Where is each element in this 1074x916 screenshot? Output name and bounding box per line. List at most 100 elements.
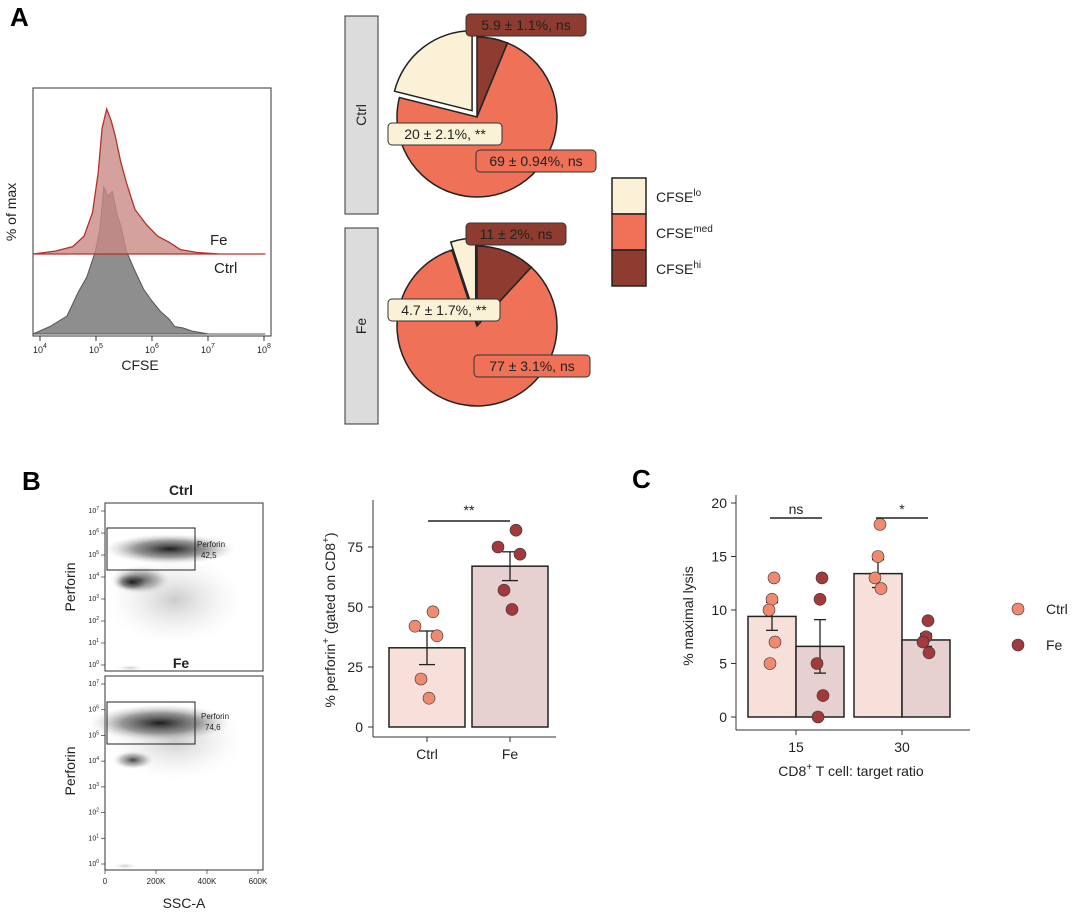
flow-x-label: SSC-A (163, 895, 206, 911)
lysis-point (810, 657, 824, 670)
lysis-y-tick-label: 0 (719, 709, 727, 725)
lysis-point (871, 550, 885, 563)
lysis-point (762, 603, 776, 617)
pie-fe-hi-label: 11 ± 2%, ns (480, 226, 553, 242)
flow-y-tick-label: 106 (88, 528, 99, 537)
lysis-bar-ctrl-30 (853, 572, 903, 718)
lysis-point (816, 689, 830, 702)
perforin-y-tick-label: 25 (347, 659, 363, 675)
fe-histogram-area (32, 106, 266, 255)
perforin-point (426, 605, 440, 619)
lysis-point (874, 582, 888, 595)
legend-label-med: CFSEmed (656, 224, 713, 241)
flow-y-ticks-ctrl: 100 101 102 103 104 105 106 107 (88, 506, 105, 669)
lysis-y-tick-label: 20 (711, 495, 727, 511)
perforin-point (505, 603, 519, 616)
perforin-y-label: % perforin+ (gated on CD8+) (321, 532, 338, 707)
perforin-y-tick-label: 50 (347, 599, 363, 615)
lysis-y-label: % maximal lysis (680, 566, 696, 666)
flow-gate-label-fe: Perforin (201, 712, 229, 721)
flow-y-label-fe: Perforin (62, 746, 78, 795)
facet-label-fe: Fe (353, 318, 369, 335)
perforin-point (422, 691, 436, 705)
pie-ctrl-med-label: 69 ± 0.94%, ns (489, 153, 582, 169)
lysis-x-ticks: 15 30 (788, 730, 910, 755)
flow-gate-label-ctrl: Perforin (197, 540, 225, 549)
perforin-y-tick-label: 75 (347, 539, 363, 555)
lysis-y-tick-label: 15 (711, 549, 727, 565)
histogram-y-label: % of max (3, 183, 19, 241)
fe-series-label: Fe (210, 232, 228, 249)
perforin-point (491, 540, 505, 554)
flow-y-tick-label: 100 (88, 859, 99, 868)
flow-y-tick-label: 104 (88, 756, 99, 765)
perforin-flow-plots: Ctrl Perforin 42,5 Perforin 100 101 102 103… (62, 482, 268, 911)
flow-title-fe: Fe (173, 655, 190, 671)
panel-letter-b: B (22, 466, 41, 496)
pie-ctrl-med-label-box (475, 149, 597, 173)
lysis-point (767, 571, 781, 585)
legend-swatch-hi (611, 249, 647, 287)
pie-fe-lo-label: 4.7 ± 1.7%, ** (401, 302, 487, 318)
lysis-y-tick-label: 10 (711, 602, 727, 618)
flow-y-tick-label: 104 (88, 572, 99, 581)
pie-ctrl-hi-label: 5.9 ± 1.1%, ns (481, 17, 570, 33)
legend-label-lo: CFSElo (656, 188, 702, 205)
flow-x-tick-label: 400K (198, 877, 217, 886)
perforin-point (430, 629, 444, 643)
pie-fe (396, 237, 558, 407)
histogram-x-tick-label: 106 (145, 343, 159, 355)
lysis-significance-15: ns (789, 501, 804, 517)
perforin-bar-chart: 0 25 50 75 Ctrl Fe ** % perforin+ (gated on … (321, 500, 556, 762)
pie-fe-hi-label-box (465, 222, 567, 246)
lysis-point (768, 635, 782, 649)
lysis-significance-30: * (899, 501, 905, 517)
pie-fe-lo-label-box (387, 298, 501, 322)
flow-density-ctrl (105, 534, 243, 671)
flow-x-tick-label: 200K (147, 877, 166, 886)
lysis-point (811, 710, 825, 724)
perforin-point (509, 523, 523, 537)
histogram-x-tick-label: 104 (33, 343, 47, 355)
lysis-x-tick-label: 30 (894, 739, 910, 755)
flow-y-tick-label: 105 (88, 550, 99, 559)
perforin-x-ticks: Ctrl Fe (416, 737, 518, 762)
legend-label-fe: Fe (1046, 637, 1063, 653)
flow-y-tick-label: 103 (88, 782, 99, 791)
lysis-point (763, 657, 777, 670)
lysis-point (815, 571, 829, 585)
lysis-x-label: CD8+ T cell: target ratio (778, 762, 924, 779)
panel-letter-a: A (10, 2, 29, 32)
cfse-histogram: 104 105 106 107 108 Fe Ctrl CFSE % of max (3, 87, 272, 373)
histogram-x-tick-label: 105 (89, 343, 103, 355)
flow-y-tick-label: 106 (88, 705, 99, 714)
flow-y-tick-label: 107 (88, 506, 99, 515)
ctrl-series-label: Ctrl (214, 260, 237, 277)
perforin-x-tick-label: Fe (502, 746, 519, 762)
flow-x-ticks: 0 200K 400K 600K (103, 870, 268, 886)
flow-y-tick-label: 101 (88, 833, 99, 842)
lysis-x-tick-label: 15 (788, 739, 804, 755)
perforin-x-tick-label: Ctrl (416, 746, 438, 762)
histogram-x-tick-label: 107 (201, 343, 215, 355)
perforin-y-ticks: 0 25 50 75 (347, 539, 373, 735)
legend-dot-fe (1011, 638, 1025, 652)
lysis-point (873, 518, 887, 531)
lysis-point (868, 571, 882, 585)
lysis-point (813, 592, 827, 606)
pie-ctrl-hi-label-box (465, 13, 587, 37)
flow-gate-value-fe: 74,6 (205, 723, 221, 732)
lysis-y-ticks: 0 5 10 15 20 (711, 495, 736, 725)
flow-y-tick-label: 103 (88, 594, 99, 603)
lysis-point (922, 646, 936, 660)
pie-ctrl-lo-label-box (387, 122, 503, 146)
flow-y-tick-label: 107 (88, 679, 99, 688)
perforin-point (497, 583, 511, 597)
flow-y-tick-label: 105 (88, 730, 99, 739)
flow-gate-ctrl (106, 527, 196, 571)
legend-label-ctrl: Ctrl (1046, 601, 1068, 617)
perforin-y-tick-label: 0 (355, 719, 363, 735)
perforin-significance: ** (464, 502, 475, 518)
histogram-frame (32, 87, 272, 337)
